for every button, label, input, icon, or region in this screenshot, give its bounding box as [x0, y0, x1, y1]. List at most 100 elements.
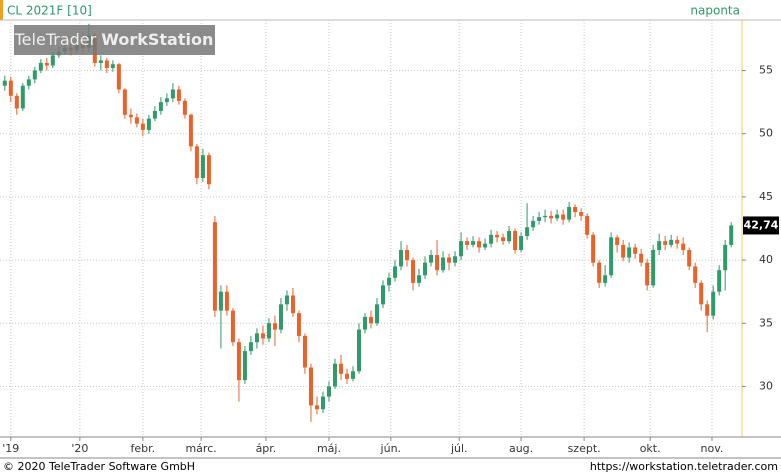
candle-body: [609, 237, 614, 276]
candle-body: [519, 236, 524, 250]
candle-body: [362, 316, 367, 330]
candle-body: [212, 222, 217, 311]
candle-body: [8, 80, 13, 96]
candle-body: [314, 405, 319, 410]
candle-body: [405, 249, 410, 261]
x-tick-label: jún.: [380, 442, 402, 455]
candle-body: [242, 351, 247, 381]
candle-body: [284, 295, 289, 305]
watermark-box: [14, 25, 215, 55]
candle-body: [260, 333, 265, 339]
candle-body: [369, 316, 373, 324]
x-tick-label: ápr.: [256, 442, 277, 455]
candle-body: [104, 60, 109, 69]
candle-body: [350, 371, 355, 379]
candle-body: [501, 237, 506, 242]
candle-body: [236, 342, 241, 381]
candle-body: [681, 243, 686, 250]
y-tick-label: 45: [759, 190, 773, 203]
last-price-box: [743, 216, 779, 235]
y-tick-label: 40: [759, 253, 773, 266]
candle-body: [561, 214, 566, 220]
candle-body: [477, 241, 482, 248]
watermark: TeleTrader WorkStation: [14, 30, 214, 49]
plot: 30 35 40 45 50 55 '19 '20 febr. márc. ápr. máj. jún.…: [0, 20, 773, 455]
x-tick-label: márc.: [185, 442, 216, 455]
candle-body: [621, 244, 626, 258]
candle-body: [513, 231, 518, 250]
candle-body: [182, 100, 187, 115]
x-tick-label: szept.: [568, 442, 601, 455]
candle-body: [266, 323, 271, 339]
candle-body: [200, 155, 205, 178]
candle-body: [453, 256, 458, 263]
x-tick-label: '19: [2, 442, 19, 455]
footer-right: https://workstation.teletrader.com: [590, 460, 778, 473]
last-price-label: 42,74: [744, 218, 779, 231]
watermark-regular: TeleTrader: [14, 30, 102, 49]
candle-body: [471, 241, 476, 245]
candle-body: [657, 241, 662, 250]
candle-body: [20, 85, 25, 109]
x-tick-label: máj.: [317, 442, 341, 455]
candle-body: [302, 335, 307, 368]
candle-body: [729, 225, 734, 245]
candle-body: [711, 291, 716, 316]
candle-body: [375, 304, 380, 324]
candle-body: [393, 266, 398, 278]
candle-body: [507, 231, 512, 242]
candle-body: [356, 329, 361, 372]
candle-body: [693, 266, 698, 283]
candle-body: [573, 207, 578, 213]
candle-body: [399, 249, 404, 267]
x-tick-label: febr.: [131, 442, 156, 455]
x-tick-label: nov.: [701, 442, 724, 455]
candle-body: [338, 363, 343, 374]
candle-body: [230, 310, 235, 343]
candle-body: [296, 313, 301, 336]
candle-body: [140, 123, 145, 130]
candle-body: [549, 215, 554, 219]
candle-body: [591, 234, 596, 263]
candle-body: [152, 110, 157, 119]
candle-body: [585, 215, 590, 235]
candle-body: [26, 79, 31, 86]
x-tick-label: okt.: [640, 442, 661, 455]
candle-body: [188, 114, 193, 147]
y-tick-label: 30: [759, 379, 773, 392]
candle-body: [176, 89, 181, 101]
candle-body: [669, 239, 674, 245]
candle-body: [170, 89, 175, 99]
candle-body: [435, 255, 440, 271]
candle-body: [206, 155, 211, 185]
candle-body: [194, 146, 199, 178]
candle-body: [615, 237, 620, 245]
candle-body: [417, 275, 422, 283]
candle-body: [134, 117, 139, 124]
candle-body: [489, 234, 494, 244]
interval: naponta: [690, 4, 740, 18]
candle-body: [272, 323, 277, 330]
candle-body: [597, 262, 602, 283]
chart-title: CL 2021F [10]: [7, 4, 92, 18]
candle-body: [441, 257, 446, 271]
candle-body: [278, 304, 283, 330]
candle-body: [164, 98, 169, 103]
candle-body: [248, 342, 253, 352]
candle-body: [128, 114, 133, 118]
candle-body: [98, 60, 103, 63]
candle-body: [639, 253, 644, 263]
candle-body: [699, 282, 704, 305]
candle-body: [326, 386, 331, 397]
candle-body: [44, 62, 49, 66]
symbol-marker: [0, 0, 3, 20]
candle-body: [224, 291, 229, 311]
candle-body: [110, 64, 115, 69]
candle-body: [723, 244, 728, 271]
candle-body: [32, 70, 37, 80]
footer-left: © 2020 TeleTrader Software GmbH: [3, 460, 195, 473]
candle-body: [381, 285, 386, 305]
candle-body: [483, 243, 488, 248]
candle-body: [2, 80, 7, 86]
